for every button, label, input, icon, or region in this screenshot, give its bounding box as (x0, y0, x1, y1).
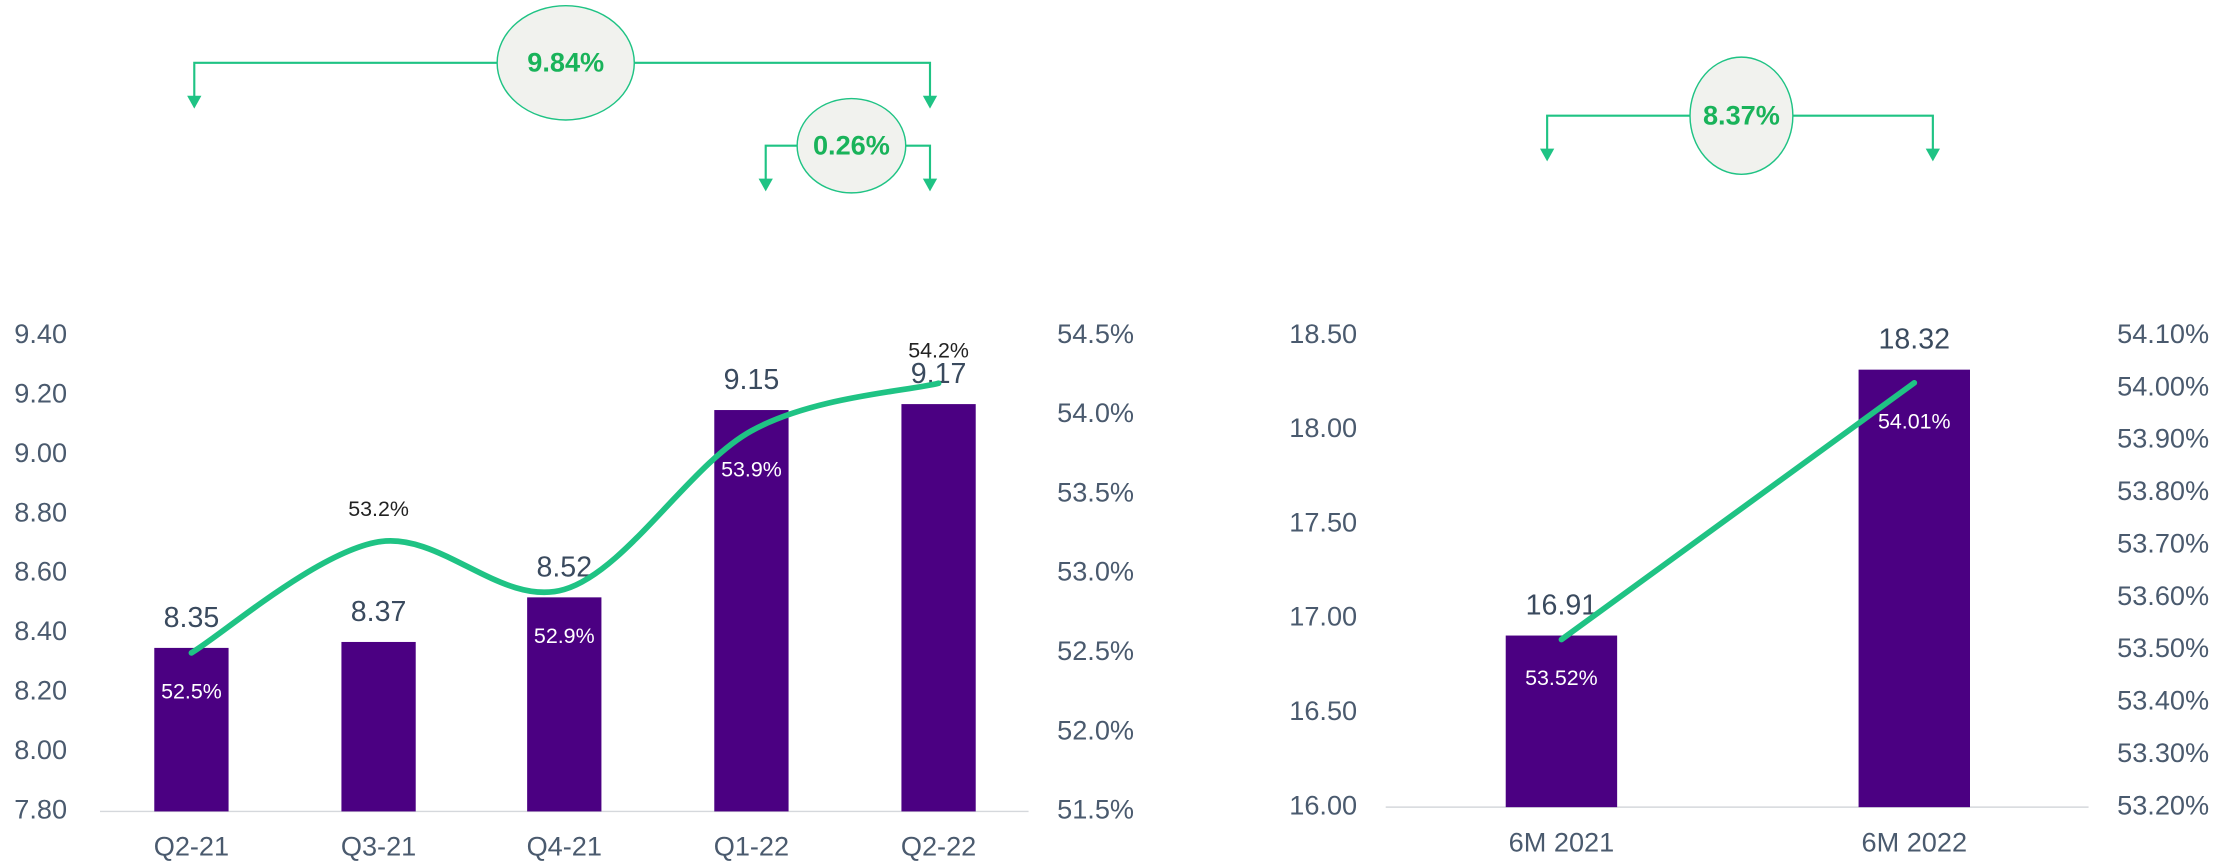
y2-tick-label: 53.90% (2117, 423, 2209, 454)
y2-tick-label: 54.10% (2117, 318, 2209, 349)
y2-tick-label: 53.40% (2117, 685, 2209, 716)
bar (1858, 369, 1970, 808)
y-tick-label: 9.20 (14, 377, 67, 408)
y-tick-label: 18.00 (1289, 412, 1357, 443)
bar-value-label: 16.91 (1526, 590, 1597, 622)
line-value-label: 52.5% (161, 680, 222, 704)
y2-tick-label: 54.5% (1057, 318, 1134, 349)
y-tick-label: 8.80 (14, 496, 67, 527)
x-tick-label: Q2-21 (154, 831, 229, 862)
y2-tick-label: 53.30% (2117, 737, 2209, 768)
y2-tick-label: 51.5% (1057, 794, 1134, 825)
y-tick-label: 18.50 (1289, 318, 1357, 349)
y2-tick-label: 53.80% (2117, 475, 2209, 506)
growth-label: 8.37% (1703, 99, 1780, 130)
arrow-head (187, 95, 202, 109)
arrow-head (1925, 148, 1940, 162)
y-tick-label: 16.00 (1289, 789, 1357, 820)
growth-bubble (496, 5, 635, 121)
growth-label: 9.84% (527, 46, 604, 77)
y2-tick-label: 52.0% (1057, 714, 1134, 745)
y2-tick-label: 53.70% (2117, 527, 2209, 558)
arrow-head (1540, 148, 1555, 162)
line-value-label: 53.52% (1525, 666, 1598, 690)
bar-value-label: 18.32 (1879, 324, 1950, 356)
y-tick-label: 8.20 (14, 675, 67, 706)
bar-value-label: 8.37 (351, 596, 407, 628)
line-value-label: 54.01% (1878, 410, 1951, 434)
y-tick-label: 8.40 (14, 615, 67, 646)
x-tick-label: Q1-22 (714, 831, 789, 862)
bar (714, 410, 789, 812)
y2-tick-label: 53.50% (2117, 632, 2209, 663)
y2-tick-label: 54.0% (1057, 397, 1134, 428)
bar-value-label: 9.15 (724, 364, 780, 396)
y-tick-label: 17.50 (1289, 506, 1357, 537)
growth-bubble (796, 97, 907, 194)
line-value-label: 53.2% (348, 497, 409, 521)
bar-value-label: 8.35 (164, 602, 220, 634)
x-tick-label: Q3-21 (341, 831, 416, 862)
y2-tick-label: 53.60% (2117, 580, 2209, 611)
y-tick-label: 17.00 (1289, 601, 1357, 632)
growth-bubble (1689, 56, 1794, 175)
arrow-head (922, 178, 938, 192)
bar (341, 641, 416, 812)
bar (154, 647, 229, 812)
line-value-label: 53.9% (721, 458, 782, 482)
bar-value-label: 8.52 (536, 551, 592, 583)
y2-tick-label: 53.20% (2117, 789, 2209, 820)
line (1558, 380, 1918, 643)
growth-label: 0.26% (813, 129, 890, 160)
x-tick-label: Q2-22 (901, 831, 976, 862)
line (188, 380, 942, 656)
arrow-head (922, 95, 938, 109)
x-tick-label: 6M 2021 (1509, 826, 1615, 857)
y2-tick-label: 52.5% (1057, 635, 1134, 666)
y-tick-label: 7.80 (14, 794, 67, 825)
x-tick-label: Q4-21 (527, 831, 602, 862)
y-tick-label: 8.60 (14, 556, 67, 587)
bar (1505, 635, 1618, 808)
y2-tick-label: 53.5% (1057, 476, 1134, 507)
arrow-head (758, 178, 773, 192)
y-tick-label: 8.00 (14, 734, 67, 765)
y-tick-label: 9.40 (14, 318, 67, 349)
y-tick-label: 16.50 (1289, 695, 1357, 726)
bar (901, 404, 976, 812)
line-value-label: 54.2% (908, 339, 969, 363)
y2-tick-label: 54.00% (2117, 370, 2209, 401)
line-value-label: 52.9% (534, 624, 595, 648)
y-tick-label: 9.00 (14, 437, 67, 468)
bar (527, 597, 602, 812)
y2-tick-label: 53.0% (1057, 556, 1134, 587)
x-tick-label: 6M 2022 (1862, 826, 1968, 857)
